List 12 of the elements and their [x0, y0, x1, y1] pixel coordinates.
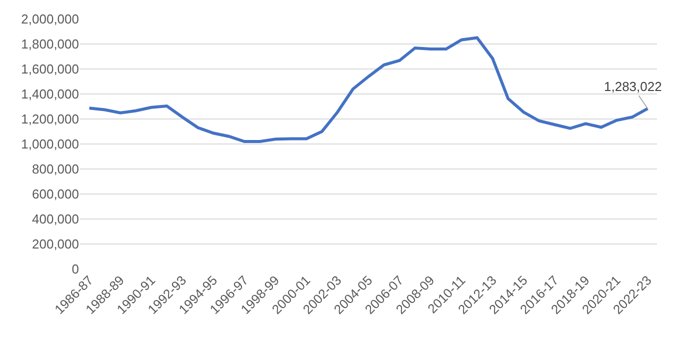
y-tick-label: 1,600,000 [21, 62, 79, 77]
y-tick-label: 2,000,000 [21, 12, 79, 27]
y-tick-label: 1,400,000 [21, 86, 79, 102]
annotation: 1,283,022 [604, 79, 662, 94]
y-tick-label: 200,000 [32, 236, 79, 252]
y-tick-label: 600,000 [32, 186, 79, 202]
y-tick-label: 1,800,000 [21, 36, 79, 52]
y-tick-label: 1,200,000 [21, 112, 79, 127]
y-tick-label: 0 [72, 262, 79, 277]
y-tick-label: 800,000 [32, 162, 79, 177]
y-tick-label: 400,000 [32, 212, 79, 227]
y-tick-label: 1,000,000 [21, 136, 79, 152]
